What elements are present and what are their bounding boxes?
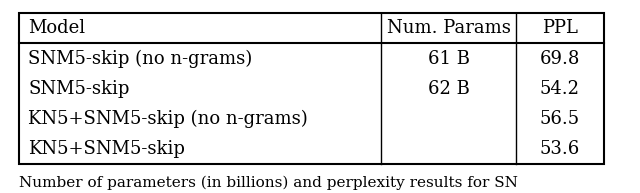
Text: 53.6: 53.6: [540, 140, 580, 158]
Text: PPL: PPL: [542, 19, 578, 37]
Text: 62 B: 62 B: [428, 80, 470, 98]
Text: KN5+SNM5-skip: KN5+SNM5-skip: [28, 140, 185, 158]
Text: SNM5-skip: SNM5-skip: [28, 80, 129, 98]
Text: SNM5-skip (no n-grams): SNM5-skip (no n-grams): [28, 49, 252, 68]
Text: 54.2: 54.2: [540, 80, 580, 98]
Text: 61 B: 61 B: [428, 50, 470, 68]
Text: Number of parameters (in billions) and perplexity results for SN: Number of parameters (in billions) and p…: [19, 176, 518, 190]
Text: Num. Params: Num. Params: [387, 19, 511, 37]
Text: Model: Model: [28, 19, 85, 37]
Text: 56.5: 56.5: [540, 110, 580, 128]
Bar: [19, 13, 604, 164]
Text: KN5+SNM5-skip (no n-grams): KN5+SNM5-skip (no n-grams): [28, 110, 308, 128]
Text: 69.8: 69.8: [540, 50, 580, 68]
